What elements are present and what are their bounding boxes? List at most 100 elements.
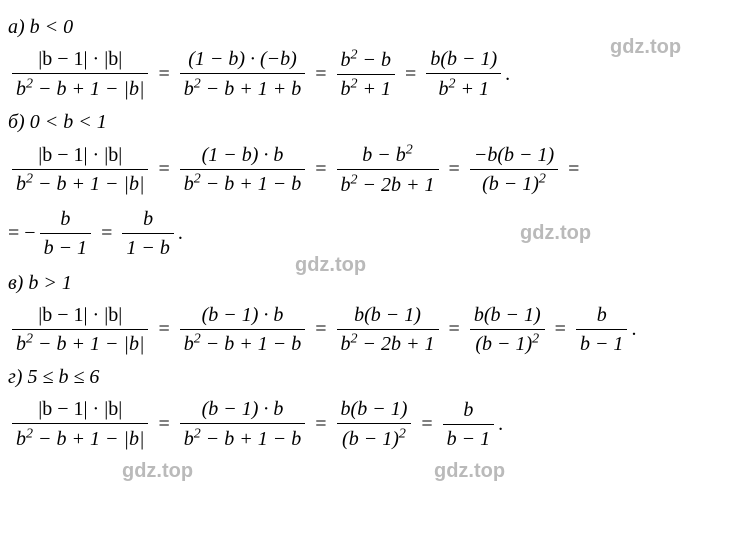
frac-d-0: |b − 1| · |b| b2 − b + 1 − |b| <box>12 397 148 451</box>
frac-bar <box>12 423 148 424</box>
frac-bar <box>470 329 545 330</box>
frac-bar <box>180 423 306 424</box>
num: −b(b − 1) <box>474 144 554 166</box>
frac-bar <box>12 169 148 170</box>
part-d-label: г) 5 ≤ b ≤ 6 <box>8 366 728 389</box>
num: b(b − 1) <box>354 304 421 326</box>
equals: = <box>158 158 169 181</box>
num: (b − 1) · b <box>202 304 284 326</box>
num: |b − 1| · |b| <box>34 47 126 71</box>
period: . <box>631 318 636 341</box>
num: |b − 1| · |b| <box>34 303 126 327</box>
den: b2 − b + 1 − |b| <box>16 428 144 450</box>
num: (b − 1) · b <box>202 398 284 420</box>
frac-b-c0: b b − 1 <box>40 207 92 260</box>
den: (b − 1)2 <box>342 428 406 450</box>
den: b2 − b + 1 − |b| <box>16 333 144 355</box>
equals: = <box>315 158 326 181</box>
equals: = <box>158 63 169 86</box>
num: b <box>60 208 70 230</box>
frac-bar <box>40 233 92 234</box>
part-d-equation: |b − 1| · |b| b2 − b + 1 − |b| = (b − 1)… <box>8 397 728 451</box>
num: b(b − 1) <box>430 48 497 70</box>
den: b − 1 <box>447 428 491 450</box>
den: b2 − b + 1 − |b| <box>16 78 144 100</box>
den: b2 + 1 <box>438 78 489 100</box>
frac-bar <box>443 424 495 425</box>
den: b2 − b + 1 − b <box>184 173 302 195</box>
den: b2 − b + 1 − b <box>184 333 302 355</box>
den: b2 + 1 <box>341 78 392 100</box>
equals: = <box>421 413 432 436</box>
equals: = <box>555 318 566 341</box>
part-b-equation-2: = − b b − 1 = b 1 − b . <box>8 207 728 260</box>
watermark: gdz.top <box>122 460 193 483</box>
equals: = <box>315 413 326 436</box>
den: b2 − b + 1 − |b| <box>16 173 144 195</box>
den: (b − 1)2 <box>475 333 539 355</box>
part-b-label: б) 0 < b < 1 <box>8 111 728 134</box>
frac-bar <box>337 169 439 170</box>
period: . <box>498 413 503 436</box>
frac-bar <box>426 73 501 74</box>
frac-bar <box>180 169 306 170</box>
part-a-label: а) b < 0 <box>8 16 728 39</box>
frac-c-0: |b − 1| · |b| b2 − b + 1 − |b| <box>12 303 148 357</box>
frac-bar <box>576 329 628 330</box>
frac-a-0: |b − 1| · |b| b2 − b + 1 − |b| <box>12 47 148 101</box>
period: . <box>505 63 510 86</box>
den: b2 − b + 1 − b <box>184 428 302 450</box>
equals: = <box>449 158 460 181</box>
num: b(b − 1) <box>474 304 541 326</box>
equals: = <box>158 318 169 341</box>
frac-c-1: (b − 1) · b b2 − b + 1 − b <box>180 303 306 357</box>
frac-c-3: b(b − 1) (b − 1)2 <box>470 303 545 357</box>
watermark: gdz.top <box>434 460 505 483</box>
num: b(b − 1) <box>341 398 408 420</box>
frac-b-3: −b(b − 1) (b − 1)2 <box>470 143 558 197</box>
frac-bar <box>180 329 306 330</box>
frac-bar <box>337 423 412 424</box>
frac-bar <box>337 329 439 330</box>
frac-a-1: (1 − b) · (−b) b2 − b + 1 + b <box>180 47 306 101</box>
period: . <box>178 222 183 245</box>
frac-d-2: b(b − 1) (b − 1)2 <box>337 397 412 451</box>
equals: = <box>315 63 326 86</box>
frac-b-0: |b − 1| · |b| b2 − b + 1 − |b| <box>12 143 148 197</box>
num: |b − 1| · |b| <box>34 143 126 167</box>
part-c-label: в) b > 1 <box>8 272 728 295</box>
den: (b − 1)2 <box>482 173 546 195</box>
equals: = <box>315 318 326 341</box>
num: (1 − b) · b <box>202 144 284 166</box>
frac-bar <box>12 329 148 330</box>
equals: = <box>568 158 579 181</box>
num: b − b2 <box>362 144 413 166</box>
frac-a-2: b2 − b b2 + 1 <box>337 47 396 101</box>
den: b2 − 2b + 1 <box>341 174 435 196</box>
frac-c-2: b(b − 1) b2 − 2b + 1 <box>337 303 439 357</box>
frac-d-3: b b − 1 <box>443 398 495 451</box>
lead: = − <box>8 222 36 245</box>
equals: = <box>405 63 416 86</box>
num: |b − 1| · |b| <box>34 397 126 421</box>
num: b <box>597 304 607 326</box>
equals: = <box>101 222 112 245</box>
den: b − 1 <box>580 333 624 355</box>
frac-d-1: (b − 1) · b b2 − b + 1 − b <box>180 397 306 451</box>
frac-b-1: (1 − b) · b b2 − b + 1 − b <box>180 143 306 197</box>
part-c-equation: |b − 1| · |b| b2 − b + 1 − |b| = (b − 1)… <box>8 303 728 357</box>
frac-b-c1: b 1 − b <box>122 207 174 260</box>
part-b-equation-1: |b − 1| · |b| b2 − b + 1 − |b| = (1 − b)… <box>8 142 728 196</box>
num: b <box>143 208 153 230</box>
frac-bar <box>122 233 174 234</box>
frac-b-2: b − b2 b2 − 2b + 1 <box>337 142 439 196</box>
den: b − 1 <box>44 237 88 259</box>
frac-bar <box>337 74 396 75</box>
den: b2 − b + 1 + b <box>184 78 302 100</box>
frac-bar <box>12 73 148 74</box>
frac-bar <box>180 73 306 74</box>
den: b2 − 2b + 1 <box>341 333 435 355</box>
frac-c-4: b b − 1 <box>576 303 628 356</box>
num: (1 − b) · (−b) <box>188 48 297 70</box>
den: 1 − b <box>126 237 170 259</box>
